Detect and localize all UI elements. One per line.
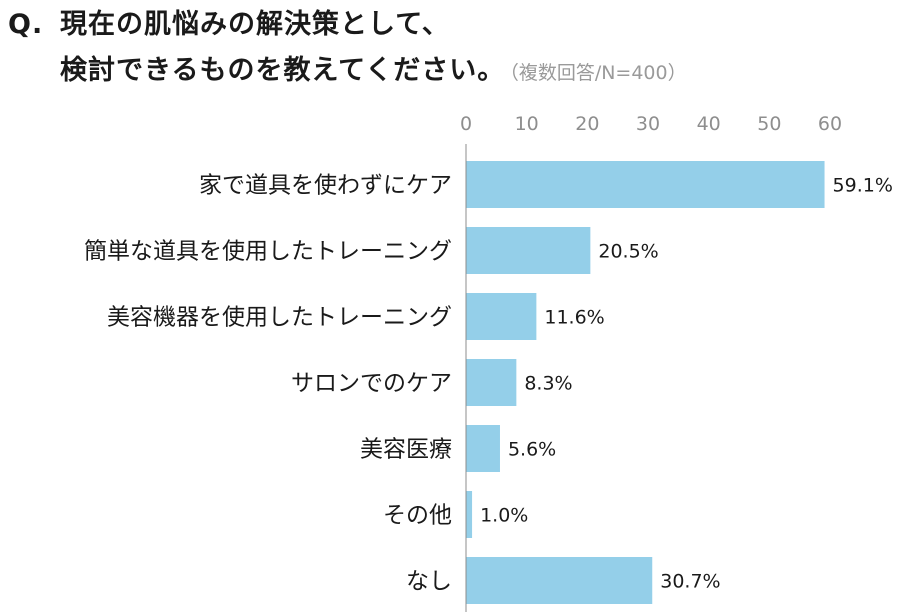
category-label: 美容医療 [360, 437, 452, 463]
question-text-1: 現在の肌悩みの解決策として、 [60, 9, 450, 40]
value-label: 8.3% [524, 373, 572, 395]
bar [466, 425, 500, 472]
value-label: 5.6% [508, 439, 556, 461]
x-tick-label: 40 [697, 113, 721, 135]
bars [466, 161, 825, 604]
x-tick-label: 0 [460, 113, 472, 135]
x-axis-ticks: 0 10 20 30 40 50 60 [460, 113, 842, 135]
value-label: 1.0% [480, 505, 528, 527]
bar [466, 491, 473, 538]
x-tick-label: 30 [636, 113, 660, 135]
x-tick-label: 20 [575, 113, 599, 135]
bar [466, 227, 591, 274]
x-tick-label: 60 [818, 113, 842, 135]
x-tick-label: 10 [515, 113, 539, 135]
bar [466, 161, 825, 208]
bar [466, 293, 537, 340]
bar [466, 359, 517, 406]
category-label: サロンでのケア [291, 371, 452, 397]
value-label: 30.7% [660, 571, 720, 593]
category-label: なし [406, 569, 452, 595]
question-prefix: Q. [8, 9, 44, 40]
x-tick-label: 50 [757, 113, 781, 135]
category-labels: 家で道具を使わずにケア簡単な道具を使用したトレーニング美容機器を使用したトレーニ… [84, 173, 452, 595]
category-label: 美容機器を使用したトレーニング [107, 305, 452, 331]
value-label: 59.1% [833, 175, 893, 197]
question-text-2: 検討できるものを教えてください。 [60, 55, 506, 86]
bar [466, 557, 653, 604]
question-line-1: Q. 現在の肌悩みの解決策として、 [8, 2, 687, 48]
category-label: その他 [383, 503, 452, 529]
question-line-2: 検討できるものを教えてください。 （複数回答/N=400） [8, 48, 687, 96]
category-label: 家で道具を使わずにケア [199, 173, 452, 199]
question-note: （複数回答/N=400） [509, 62, 687, 84]
value-labels: 59.1% 20.5% 11.6% 8.3% 5.6% 1.0% 30.7% [480, 175, 893, 593]
category-label: 簡単な道具を使用したトレーニング [84, 239, 452, 265]
value-label: 11.6% [544, 307, 604, 329]
question-title: Q. 現在の肌悩みの解決策として、 検討できるものを教えてください。 （複数回答/N… [8, 2, 687, 96]
value-label: 20.5% [598, 241, 658, 263]
